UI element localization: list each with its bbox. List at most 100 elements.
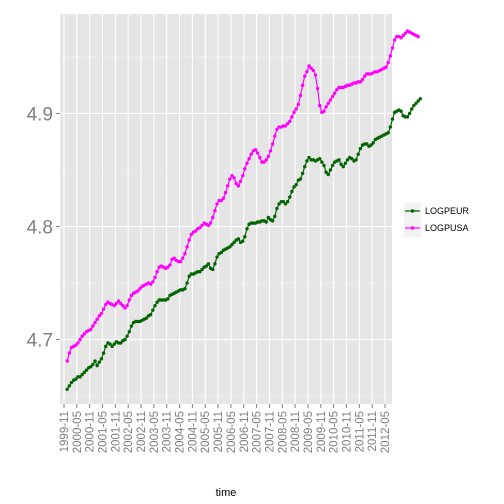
y-tick-label: 4.7 bbox=[27, 331, 53, 352]
data-point bbox=[101, 307, 106, 311]
data-point bbox=[193, 229, 198, 233]
data-point bbox=[390, 117, 395, 121]
data-point bbox=[412, 103, 416, 108]
data-point bbox=[245, 227, 249, 231]
data-point bbox=[360, 77, 365, 82]
data-point bbox=[226, 184, 230, 188]
legend-key-point bbox=[410, 226, 415, 230]
data-point bbox=[99, 311, 104, 316]
x-axis-title: time bbox=[216, 487, 237, 499]
data-point bbox=[270, 219, 275, 223]
data-point bbox=[183, 251, 187, 256]
data-point bbox=[166, 265, 170, 269]
data-point bbox=[296, 102, 301, 107]
data-point bbox=[82, 332, 87, 336]
x-tick-label: 2008-11 bbox=[290, 411, 302, 452]
data-point bbox=[151, 280, 155, 284]
data-point bbox=[116, 299, 121, 303]
data-point bbox=[358, 146, 363, 151]
data-point bbox=[358, 80, 363, 84]
data-point bbox=[292, 110, 296, 115]
data-point bbox=[89, 327, 93, 332]
data-point bbox=[76, 341, 80, 345]
x-tick-label: 2000-05 bbox=[72, 411, 84, 453]
series-logpusa bbox=[65, 29, 420, 363]
data-point bbox=[219, 198, 223, 203]
data-point bbox=[78, 375, 82, 379]
data-point bbox=[215, 255, 219, 259]
data-point bbox=[80, 372, 84, 377]
y-axis: 4.7 4.8 4.9 bbox=[27, 104, 60, 352]
data-point bbox=[245, 161, 249, 165]
data-point bbox=[281, 199, 286, 204]
data-point bbox=[223, 190, 228, 195]
data-point bbox=[234, 181, 238, 186]
data-point bbox=[206, 262, 211, 266]
data-point bbox=[414, 101, 418, 106]
x-axis: 1999-11 2000-05 2000-11 2001-05 2001-11 2002-… bbox=[59, 404, 392, 453]
x-tick-label: 2007-11 bbox=[264, 411, 276, 452]
data-point bbox=[253, 147, 258, 152]
data-point bbox=[138, 287, 142, 291]
data-point bbox=[213, 262, 217, 266]
data-point bbox=[307, 155, 311, 160]
data-point bbox=[108, 342, 112, 346]
data-point bbox=[189, 232, 194, 237]
data-point bbox=[407, 111, 412, 116]
data-point bbox=[371, 141, 375, 145]
data-point bbox=[392, 38, 397, 42]
data-point bbox=[350, 157, 354, 161]
x-tick-label: 2011-11 bbox=[367, 411, 379, 452]
data-point bbox=[155, 300, 159, 304]
data-point bbox=[99, 357, 104, 361]
data-point bbox=[95, 363, 99, 368]
data-point bbox=[410, 107, 414, 111]
data-point bbox=[91, 362, 95, 367]
data-point bbox=[198, 270, 202, 274]
grid-major bbox=[60, 14, 392, 404]
data-point bbox=[326, 172, 330, 177]
data-point bbox=[101, 351, 106, 355]
data-point bbox=[365, 142, 369, 146]
data-point bbox=[266, 154, 271, 159]
data-point bbox=[151, 308, 155, 312]
data-point bbox=[416, 99, 420, 103]
data-point bbox=[155, 270, 159, 274]
data-point bbox=[232, 176, 236, 180]
data-point bbox=[121, 303, 125, 308]
data-point bbox=[268, 149, 273, 153]
data-point bbox=[230, 173, 234, 178]
data-point bbox=[104, 344, 108, 349]
data-point bbox=[204, 264, 209, 268]
data-point bbox=[168, 263, 172, 267]
data-point bbox=[318, 157, 322, 161]
data-point bbox=[307, 64, 311, 68]
data-point bbox=[230, 242, 234, 247]
data-point bbox=[219, 250, 223, 255]
data-point bbox=[320, 160, 324, 164]
data-point bbox=[313, 73, 318, 77]
x-tick-label: 2011-05 bbox=[354, 411, 366, 452]
data-point bbox=[416, 34, 420, 39]
data-point bbox=[127, 329, 131, 334]
data-point bbox=[211, 267, 215, 272]
data-point bbox=[356, 152, 360, 156]
data-point bbox=[232, 240, 236, 245]
data-point bbox=[238, 179, 243, 183]
data-point bbox=[326, 101, 330, 106]
x-tick-label: 2004-11 bbox=[187, 411, 199, 452]
data-point bbox=[211, 215, 215, 220]
data-point bbox=[388, 54, 393, 58]
x-tick-label: 2010-11 bbox=[341, 411, 353, 452]
data-point bbox=[303, 164, 307, 169]
data-point bbox=[172, 256, 176, 260]
data-point bbox=[95, 317, 99, 321]
data-point bbox=[125, 303, 129, 308]
data-point bbox=[386, 60, 390, 65]
x-tick-label: 2002-05 bbox=[123, 411, 135, 453]
data-point bbox=[187, 238, 191, 242]
data-point bbox=[330, 94, 335, 99]
data-point bbox=[78, 337, 82, 342]
x-tick-label: 2006-05 bbox=[226, 411, 238, 453]
legend-label-logpeur: LOGPEUR bbox=[425, 206, 470, 216]
